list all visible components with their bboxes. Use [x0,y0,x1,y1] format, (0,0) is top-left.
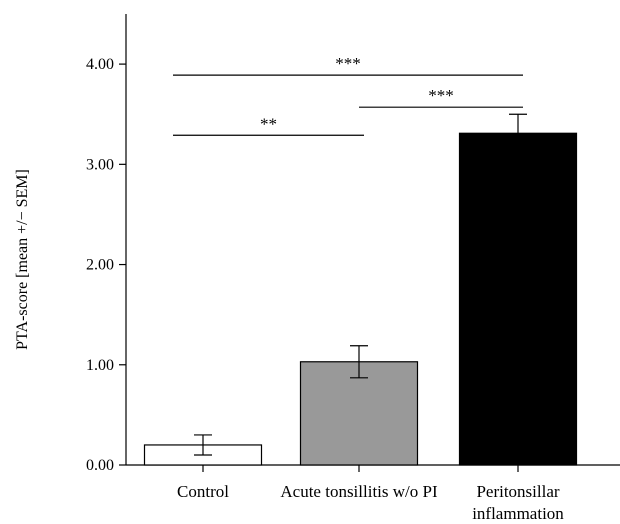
x-tick-label-1: Acute tonsillitis w/o PI [280,482,438,501]
significance-brackets: ******** [173,54,523,136]
y-tick-label-2: 2.00 [86,257,114,274]
x-tick-label-0: Control [177,482,229,501]
labels: 0.00 1.00 2.00 3.00 4.00 PTA-score [mean +/− … [14,56,564,523]
x-tick-label-2-line-0: Peritonsillar [476,482,559,501]
significance-label-2: *** [335,54,361,73]
bars [143,113,578,466]
y-tick-label-4: 4.00 [86,56,114,73]
bar-2 [458,132,578,466]
significance-label-0: ** [260,114,277,133]
x-tick-label-1-line-0: Acute tonsillitis w/o PI [280,482,438,501]
y-tick-label-0: 0.00 [86,457,114,474]
x-tick-label-2: Peritonsillar inflammation [472,482,564,523]
x-tick-label-2-line-1: inflammation [472,504,564,523]
y-tick-label-3: 3.00 [86,156,114,173]
bar-1 [299,361,419,466]
y-tick-label-1: 1.00 [86,357,114,374]
x-tick-label-0-line-0: Control [177,482,229,501]
significance-label-1: *** [428,86,454,105]
y-axis-title: PTA-score [mean +/− SEM] [14,169,31,350]
